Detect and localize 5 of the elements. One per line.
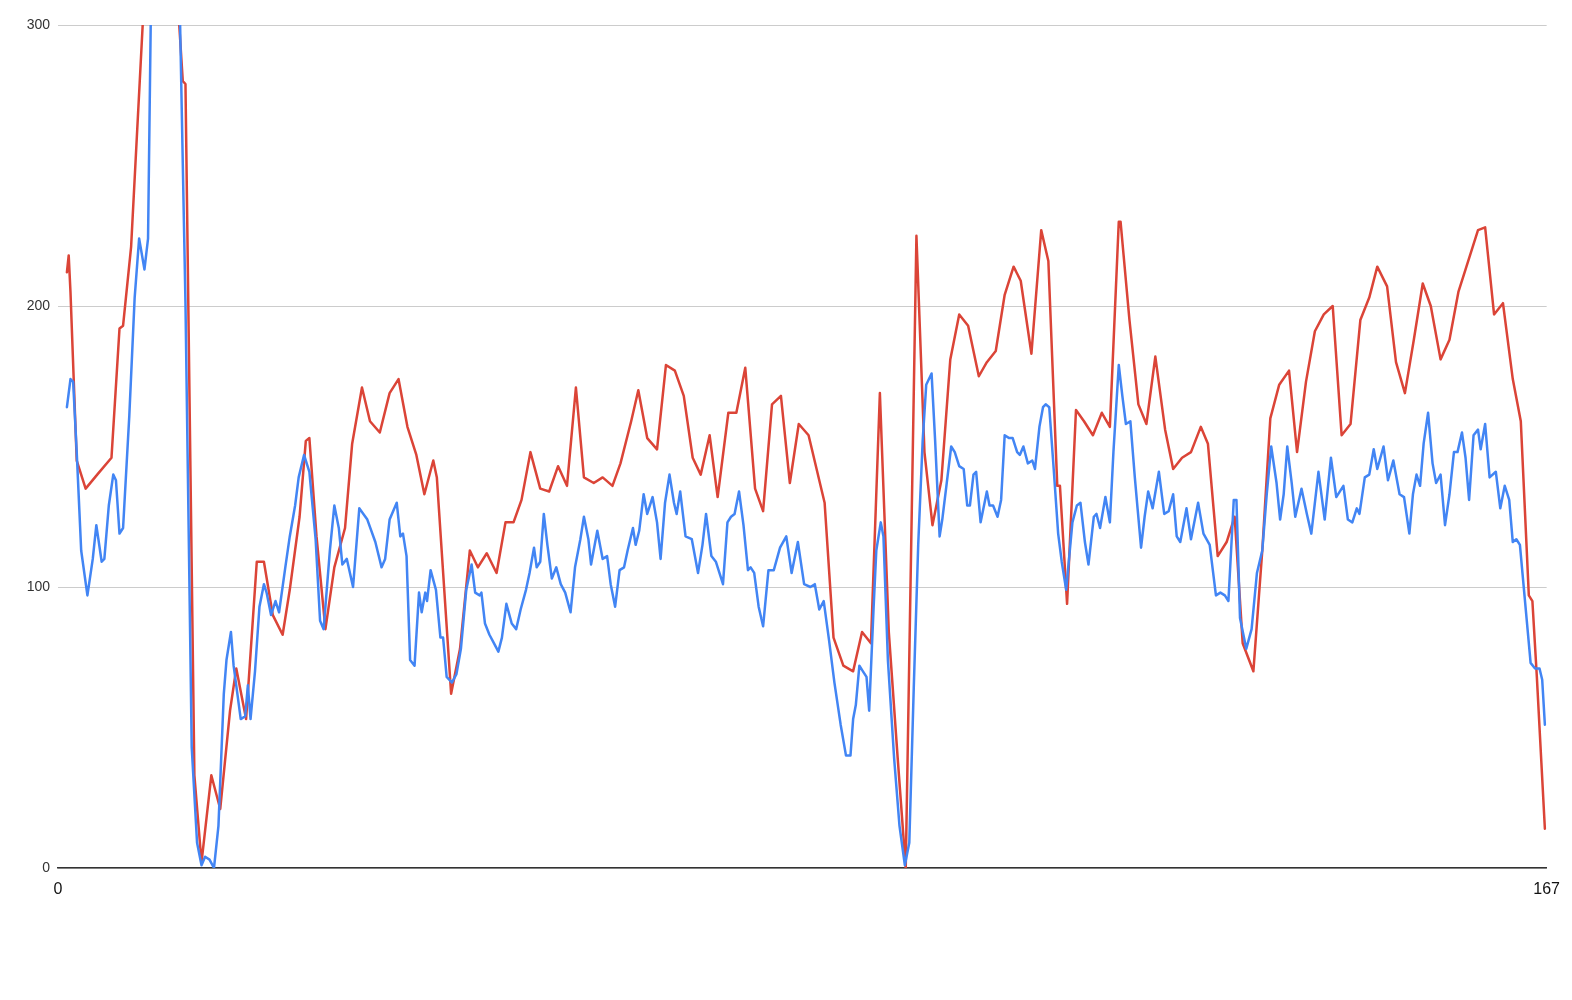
y-tick-label: 0 (42, 858, 51, 875)
y-tick-label: 300 (26, 15, 51, 32)
y-tick-label: 200 (26, 296, 51, 313)
y-tick-label: 100 (26, 577, 51, 594)
x-tick-label: 167 (1533, 880, 1561, 898)
